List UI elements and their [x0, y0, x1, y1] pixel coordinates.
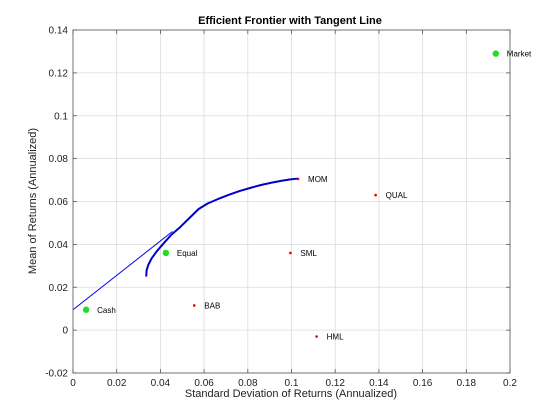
asset-point: [289, 252, 292, 255]
x-tick-label: 0.2: [503, 378, 517, 389]
asset-label: HML: [327, 333, 344, 342]
asset-label: BAB: [204, 301, 220, 310]
portfolio-point: [163, 250, 169, 256]
y-tick-label: -0.02: [45, 369, 68, 380]
y-tick-label: 0.14: [49, 26, 69, 37]
portfolio-point: [83, 307, 89, 313]
y-tick-label: 0.04: [49, 240, 69, 251]
y-tick-label: 0.08: [49, 154, 69, 165]
y-tick-label: 0.02: [49, 283, 69, 294]
asset-label: SML: [300, 249, 317, 258]
x-tick-label: 0.04: [151, 378, 171, 389]
x-tick-label: 0: [70, 378, 76, 389]
x-tick-label: 0.02: [107, 378, 127, 389]
portfolio-label: Cash: [97, 306, 116, 315]
y-tick-label: 0: [62, 326, 68, 337]
x-tick-label: 0.16: [413, 378, 433, 389]
asset-point: [297, 178, 300, 181]
asset-point: [315, 335, 318, 338]
y-tick-label: 0.06: [49, 197, 69, 208]
asset-label: QUAL: [386, 191, 408, 200]
portfolio-label: Market: [507, 50, 532, 59]
portfolio-label: Equal: [177, 249, 198, 258]
portfolio-point: [493, 50, 499, 56]
y-tick-label: 0.12: [49, 68, 69, 79]
y-tick-label: 0.1: [54, 111, 68, 122]
x-tick-label: 0.18: [457, 378, 477, 389]
asset-label: MOM: [308, 175, 328, 184]
x-axis-label: Standard Deviation of Returns (Annualize…: [185, 388, 397, 400]
asset-point: [193, 304, 196, 307]
chart-title: Efficient Frontier with Tangent Line: [198, 15, 382, 27]
asset-point: [374, 194, 377, 197]
y-axis-label: Mean of Returns (Annualized): [27, 128, 39, 274]
